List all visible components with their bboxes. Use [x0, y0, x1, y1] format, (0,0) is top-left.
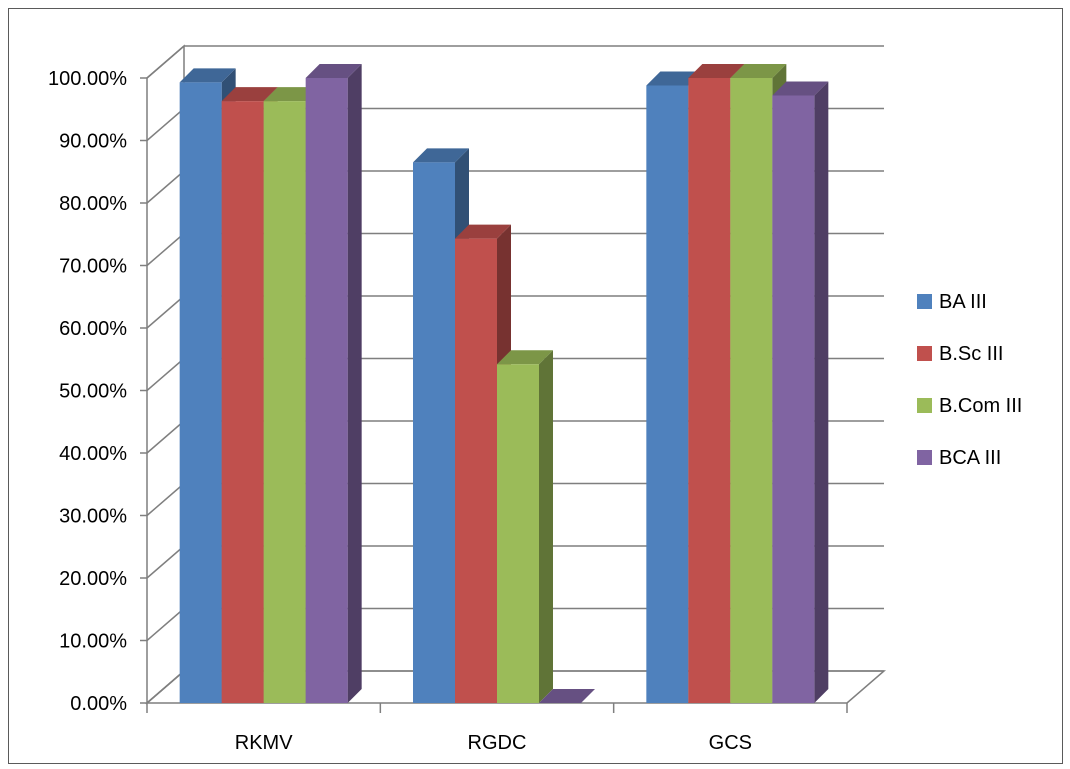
- y-tick-label: 70.00%: [59, 256, 127, 278]
- legend-item: BA III: [917, 291, 987, 313]
- y-tick-label: 100.00%: [48, 68, 127, 90]
- y-tick-label: 60.00%: [59, 318, 127, 340]
- bar-top: [730, 64, 787, 78]
- bars: [179, 64, 829, 703]
- bar-front: [455, 238, 497, 703]
- bar-top: [305, 64, 362, 78]
- bar: [772, 81, 829, 703]
- bar-top: [539, 689, 595, 703]
- bar-front: [263, 101, 306, 703]
- gridline-slant: [146, 107, 185, 142]
- y-tick-label: 30.00%: [59, 506, 127, 528]
- legend-item: BCA III: [917, 447, 1001, 469]
- legend-label: B.Sc III: [939, 343, 1003, 365]
- bar: [305, 64, 362, 703]
- gridline-slant: [146, 482, 185, 517]
- bar-side: [539, 350, 553, 703]
- y-axis-ticks: 0.00% 10.00% 20.00% 30.00% 40.00% 50.00% 60.00…: [48, 68, 147, 715]
- gridline-slant: [146, 295, 185, 329]
- bar-side: [814, 81, 829, 703]
- legend-swatch: [917, 294, 932, 309]
- x-tick-label: RGDC: [468, 732, 527, 754]
- bar-top: [688, 64, 745, 78]
- legend-swatch: [917, 450, 932, 465]
- bar-front: [497, 364, 539, 703]
- gridline-slant: [146, 420, 185, 454]
- y-tick-label: 80.00%: [59, 193, 127, 215]
- legend-item: B.Sc III: [917, 343, 1003, 365]
- legend-label: B.Com III: [939, 395, 1022, 417]
- bar-front: [688, 78, 731, 703]
- bar-front: [179, 82, 222, 703]
- bar-front: [646, 85, 689, 703]
- bar-top: [179, 68, 236, 83]
- y-tick-label: 40.00%: [59, 443, 127, 465]
- bar-top: [413, 148, 469, 163]
- legend-swatch: [917, 398, 932, 413]
- gridline-slant: [146, 170, 185, 204]
- x-tick-label: RKMV: [235, 732, 293, 754]
- gridline-slant: [146, 45, 185, 79]
- y-tick-label: 10.00%: [59, 631, 127, 653]
- bar-front: [305, 78, 348, 703]
- gridline-slant: [146, 357, 185, 392]
- bar-top: [221, 87, 278, 102]
- bar-top: [455, 224, 511, 239]
- x-axis: RKMV RGDC GCS: [146, 703, 848, 754]
- bar-front: [413, 162, 455, 703]
- legend-label: BCA III: [939, 447, 1001, 469]
- bar-side: [347, 64, 362, 703]
- gridline-slant: [146, 232, 185, 267]
- gridline-slant: [146, 607, 185, 642]
- x-tick-label: GCS: [709, 732, 752, 754]
- bar: [539, 689, 595, 703]
- y-tick-label: 90.00%: [59, 131, 127, 153]
- bar: [497, 350, 553, 703]
- bar-front: [730, 78, 773, 703]
- y-tick-label: 50.00%: [59, 381, 127, 403]
- bar-front: [221, 101, 264, 703]
- gridline-slant: [146, 545, 185, 579]
- y-tick-label: 0.00%: [70, 693, 127, 715]
- gridline-slant: [146, 670, 185, 704]
- y-tick-label: 20.00%: [59, 568, 127, 590]
- legend-item: B.Com III: [917, 395, 1022, 417]
- bar-front: [772, 95, 815, 703]
- legend: BA III B.Sc III B.Com III BCA III: [917, 291, 1022, 469]
- bar-top: [772, 81, 829, 96]
- bar-top: [497, 350, 553, 365]
- legend-label: BA III: [939, 291, 987, 313]
- legend-swatch: [917, 346, 932, 361]
